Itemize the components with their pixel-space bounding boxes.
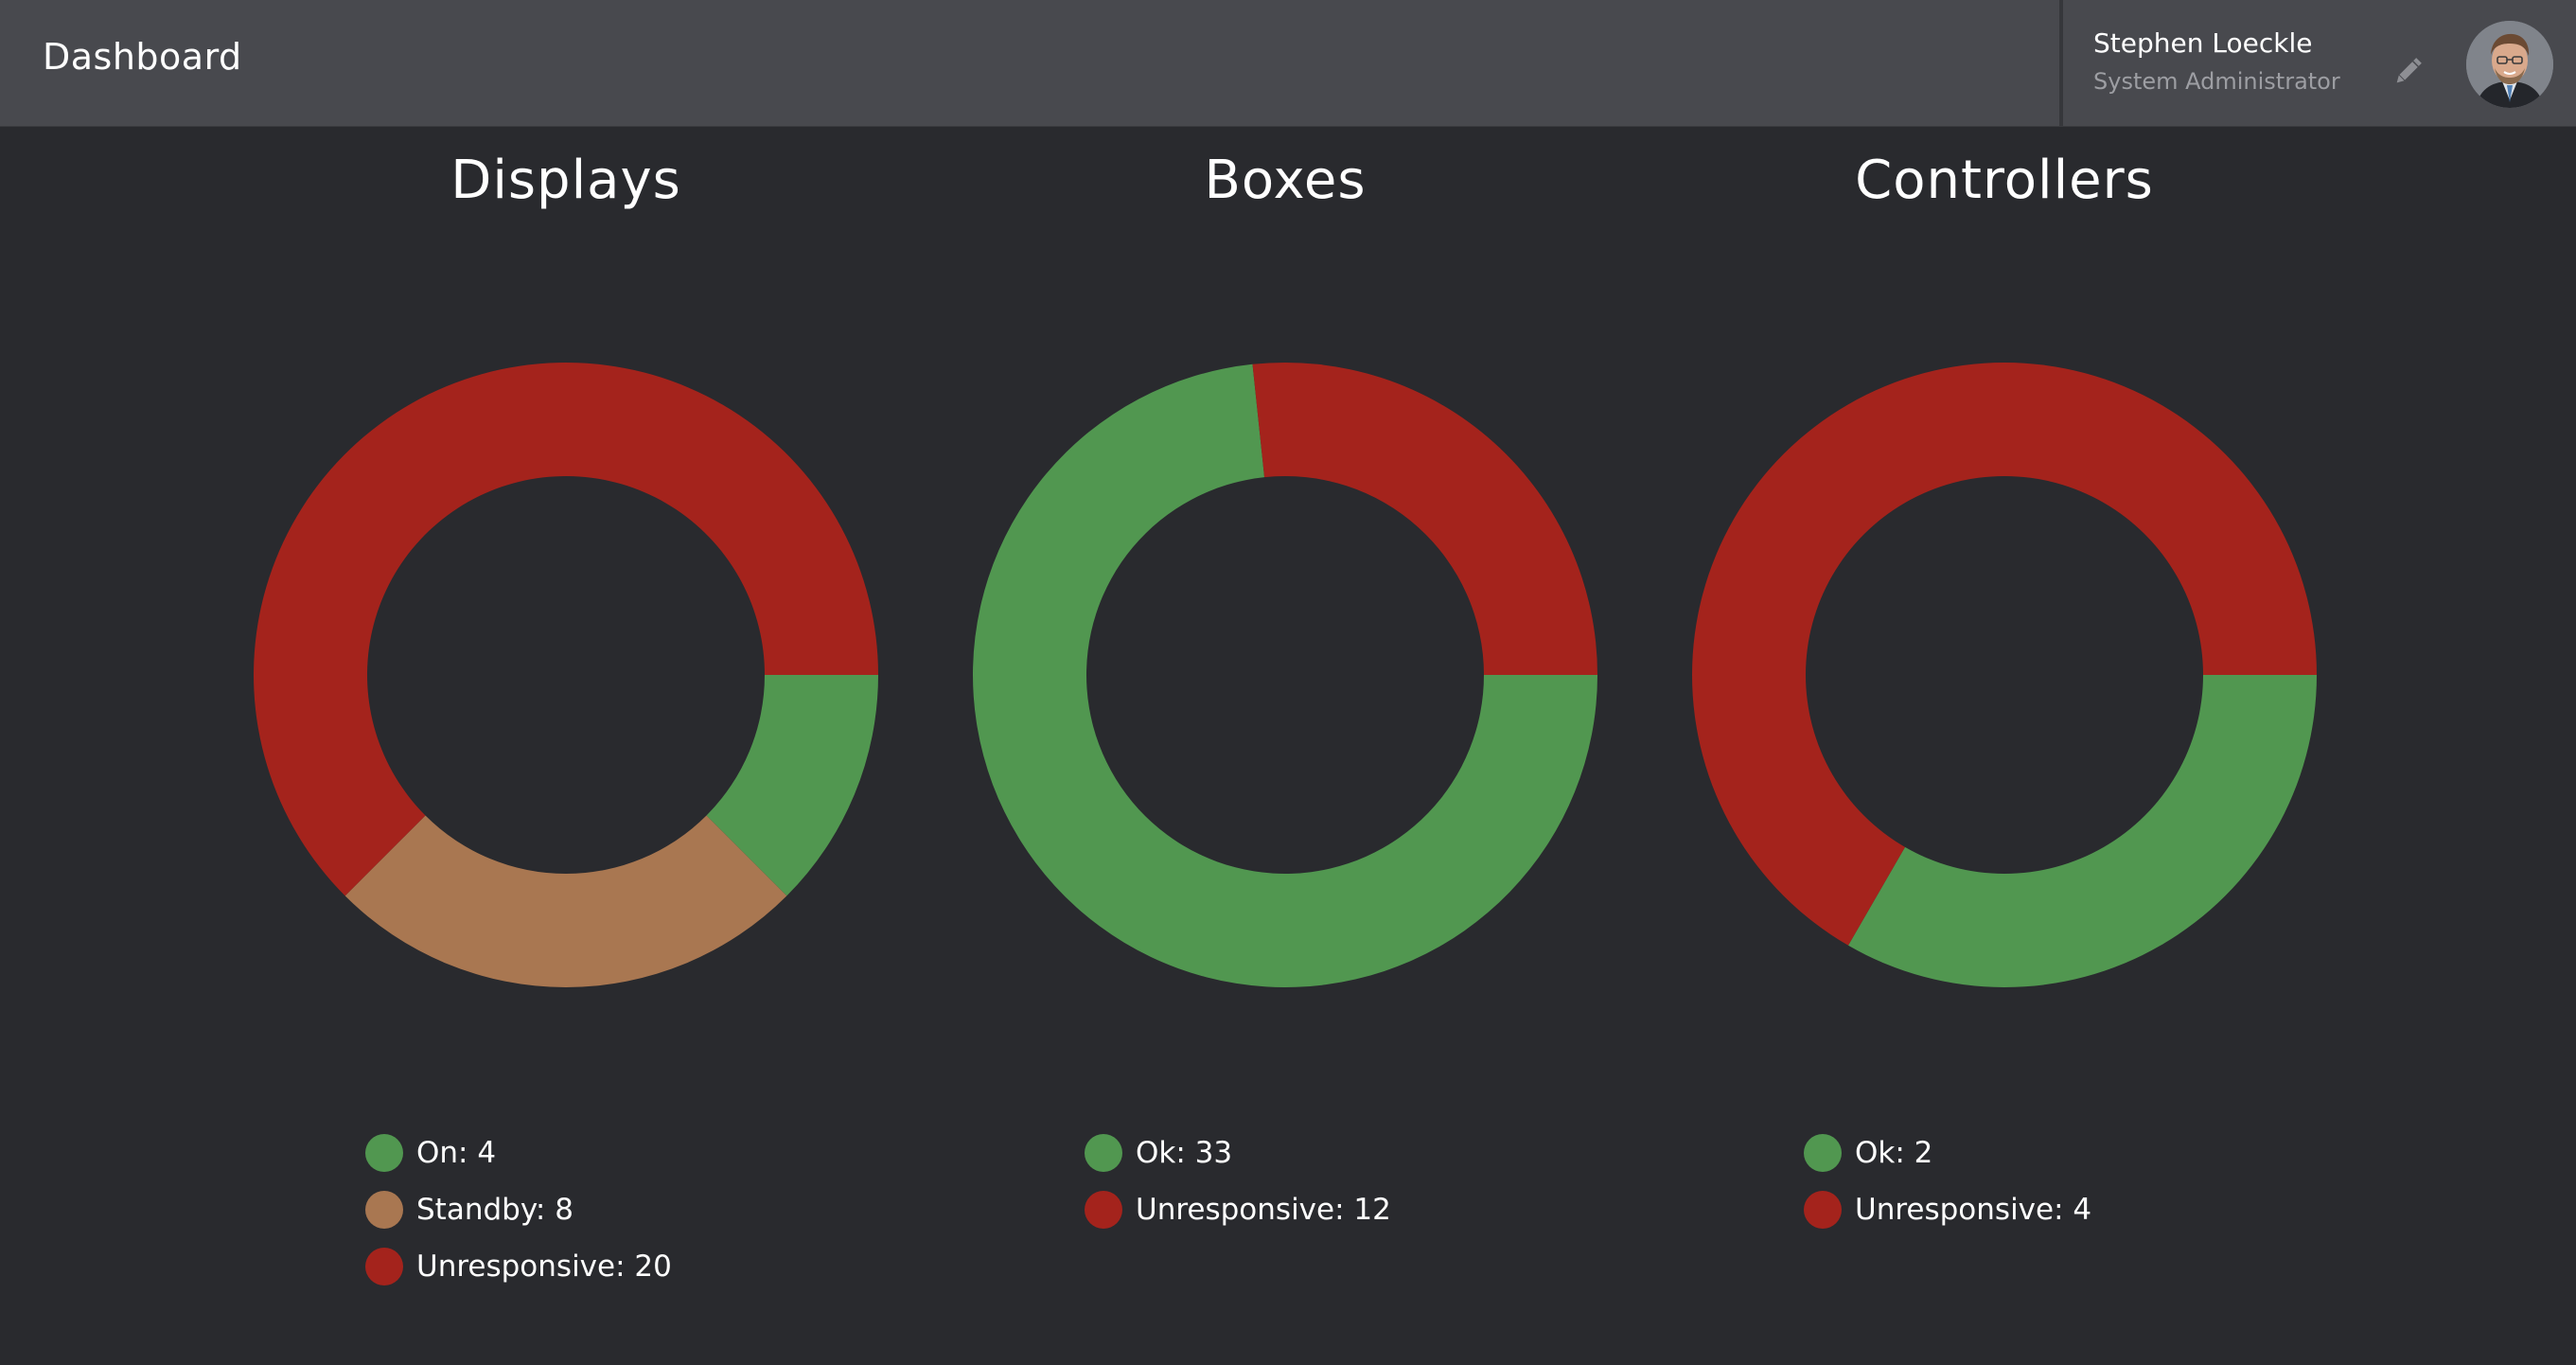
slice-ok[interactable] <box>973 363 1597 987</box>
edit-profile-button[interactable] <box>2389 53 2426 91</box>
panel-title: Boxes <box>1204 150 1367 211</box>
pencil-icon <box>2396 58 2422 83</box>
legend: Ok: 2 Unresponsive: 4 <box>1804 1125 2091 1238</box>
legend-swatch <box>365 1191 403 1229</box>
panel-title: Displays <box>450 150 681 211</box>
legend-swatch <box>1085 1134 1122 1172</box>
avatar[interactable] <box>2466 21 2553 108</box>
page-title: Dashboard <box>43 36 242 78</box>
user-panel: Stephen Loeckle System Administrator <box>2059 0 2576 126</box>
legend-item: Ok: 33 <box>1085 1125 1391 1181</box>
slice-unresponsive[interactable] <box>254 363 878 896</box>
legend-label: Unresponsive: 4 <box>1855 1193 2092 1227</box>
panel-boxes: Boxes Ok: 33 Unresponsive: 12 <box>926 126 1645 1365</box>
slice-standby[interactable] <box>344 815 787 987</box>
user-name: Stephen Loeckle <box>2093 27 2313 59</box>
donut-chart-boxes <box>973 363 1597 987</box>
legend-swatch <box>365 1134 403 1172</box>
legend-swatch <box>1804 1191 1842 1229</box>
legend-label: On: 4 <box>416 1136 497 1170</box>
slice-on[interactable] <box>706 675 878 896</box>
legend-swatch <box>1804 1134 1842 1172</box>
legend-swatch <box>1085 1191 1122 1229</box>
legend-item: Unresponsive: 12 <box>1085 1181 1391 1238</box>
legend-label: Unresponsive: 20 <box>416 1250 672 1284</box>
legend-item: On: 4 <box>365 1125 672 1181</box>
legend-label: Ok: 2 <box>1855 1136 1933 1170</box>
panel-title: Controllers <box>1855 150 2154 211</box>
top-bar: Dashboard Stephen Loeckle System Adminis… <box>0 0 2576 127</box>
legend: On: 4 Standby: 8 Unresponsive: 20 <box>365 1125 672 1295</box>
user-role: System Administrator <box>2093 68 2340 95</box>
legend-item: Unresponsive: 20 <box>365 1238 672 1295</box>
legend-label: Unresponsive: 12 <box>1136 1193 1391 1227</box>
legend-label: Ok: 33 <box>1136 1136 1233 1170</box>
legend-item: Ok: 2 <box>1804 1125 2091 1181</box>
panel-displays: Displays On: 4 Standby: 8 Unresponsive: … <box>206 126 926 1365</box>
slice-unresponsive[interactable] <box>1252 363 1597 675</box>
user-photo-icon <box>2466 21 2553 108</box>
donut-chart-controllers <box>1692 363 2317 987</box>
legend: Ok: 33 Unresponsive: 12 <box>1085 1125 1391 1238</box>
legend-swatch <box>365 1248 403 1285</box>
donut-chart-displays <box>254 363 878 987</box>
slice-unresponsive[interactable] <box>1692 363 2317 946</box>
legend-label: Standby: 8 <box>416 1193 573 1227</box>
panel-controllers: Controllers Ok: 2 Unresponsive: 4 <box>1645 126 2364 1365</box>
legend-item: Unresponsive: 4 <box>1804 1181 2091 1238</box>
legend-item: Standby: 8 <box>365 1181 672 1238</box>
slice-ok[interactable] <box>1848 675 2317 987</box>
